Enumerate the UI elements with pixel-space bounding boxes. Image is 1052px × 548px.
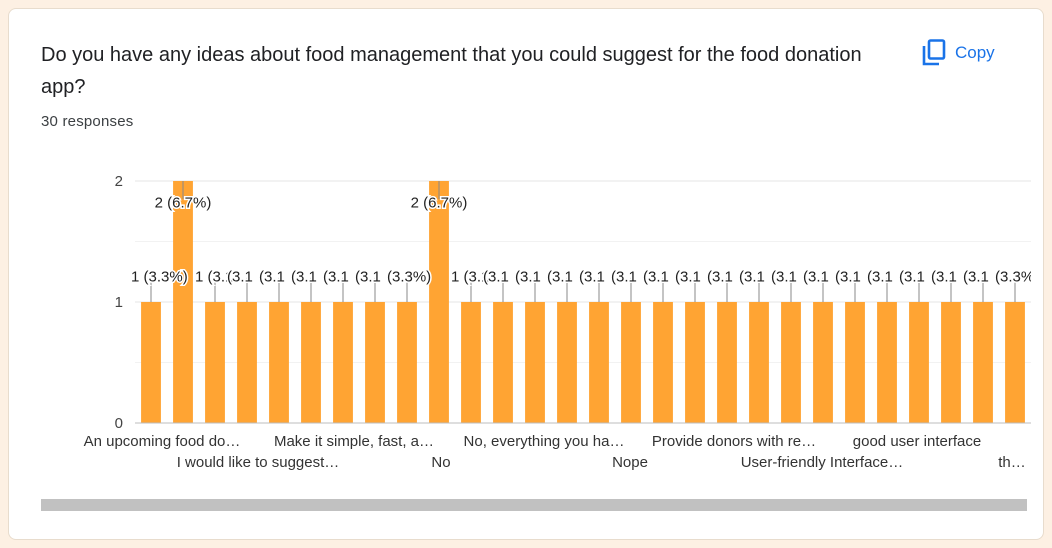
data-label: (3.1 [483, 268, 509, 285]
bar [909, 302, 929, 423]
bar [557, 302, 577, 423]
copy-label: Copy [955, 43, 995, 62]
bar [141, 302, 161, 423]
x-category-label: th… [998, 454, 1026, 471]
bar [173, 181, 193, 423]
bar [813, 302, 833, 423]
bars-group [141, 181, 1025, 423]
copy-button[interactable]: Copy [915, 35, 1001, 71]
bar [781, 302, 801, 423]
question-card: Do you have any ideas about food managem… [8, 8, 1044, 540]
data-label: (3.1 [867, 268, 893, 285]
data-label: (3.1 [291, 268, 317, 285]
data-label: (3.1 [739, 268, 765, 285]
data-label: 2 (6.7%) [411, 195, 468, 212]
question-title: Do you have any ideas about food managem… [41, 44, 862, 98]
x-category-label: Nope [612, 454, 648, 471]
data-label: (3.1 [579, 268, 605, 285]
data-label: (3.1 [707, 268, 733, 285]
data-label: (3.1 [675, 268, 701, 285]
bar [845, 302, 865, 423]
x-category-label: good user interface [853, 433, 981, 450]
data-label: (3.1 [931, 268, 957, 285]
data-label: (3.1 [963, 268, 989, 285]
bar [365, 302, 385, 423]
data-label: (3.1 [227, 268, 253, 285]
bar [525, 302, 545, 423]
data-label: (3.1 [323, 268, 349, 285]
data-label: (3.1 [515, 268, 541, 285]
bar [493, 302, 513, 423]
y-tick-label: 0 [115, 415, 123, 432]
bar [237, 302, 257, 423]
bar [621, 302, 641, 423]
x-category-label: No [431, 454, 450, 471]
bar [685, 302, 705, 423]
x-category-label: I would like to suggest… [177, 454, 340, 471]
bar [397, 302, 417, 423]
data-label: (3.3% [995, 268, 1034, 285]
bar [333, 302, 353, 423]
bar [973, 302, 993, 423]
x-category-label: User-friendly Interface… [741, 454, 904, 471]
data-label: (3.3%) [387, 268, 431, 285]
y-tick-label: 1 [115, 294, 123, 311]
bar [1005, 302, 1025, 423]
data-label: (3.1 [803, 268, 829, 285]
y-tick-label: 2 [115, 173, 123, 190]
data-label: (3.1 [835, 268, 861, 285]
data-labels-group: 1 (3.3%)2 (6.7%)1 (3.1(3.1 (3.1 (3.1 (3.1 (3… [130, 193, 1034, 287]
bar [461, 302, 481, 423]
bar [717, 302, 737, 423]
bar [205, 302, 225, 423]
data-label: (3.1 [611, 268, 637, 285]
x-category-label: Make it simple, fast, a… [274, 433, 434, 450]
x-category-label: Provide donors with re… [652, 433, 816, 450]
x-category-label: An upcoming food do… [84, 433, 241, 450]
data-label: (3.1 [547, 268, 573, 285]
bar [941, 302, 961, 423]
data-label: (3.1 [771, 268, 797, 285]
bar [269, 302, 289, 423]
data-label: (3.1 [643, 268, 669, 285]
data-label: 2 (6.7%) [155, 195, 212, 212]
bar [301, 302, 321, 423]
bar [429, 181, 449, 423]
data-label: 1 (3.3%) [131, 268, 188, 285]
horizontal-scrollbar[interactable] [41, 499, 1027, 511]
bar [589, 302, 609, 423]
bar [653, 302, 673, 423]
bar [877, 302, 897, 423]
data-label: (3.1 [355, 268, 381, 285]
response-count: 30 responses [41, 113, 134, 130]
bar [749, 302, 769, 423]
x-category-label: No, everything you ha… [464, 433, 625, 450]
data-label: 1 (3.1 [195, 268, 233, 285]
data-label: 1 (3.1 [451, 268, 489, 285]
copy-icon [921, 39, 947, 67]
data-label: (3.1 [899, 268, 925, 285]
data-label: (3.1 [259, 268, 285, 285]
